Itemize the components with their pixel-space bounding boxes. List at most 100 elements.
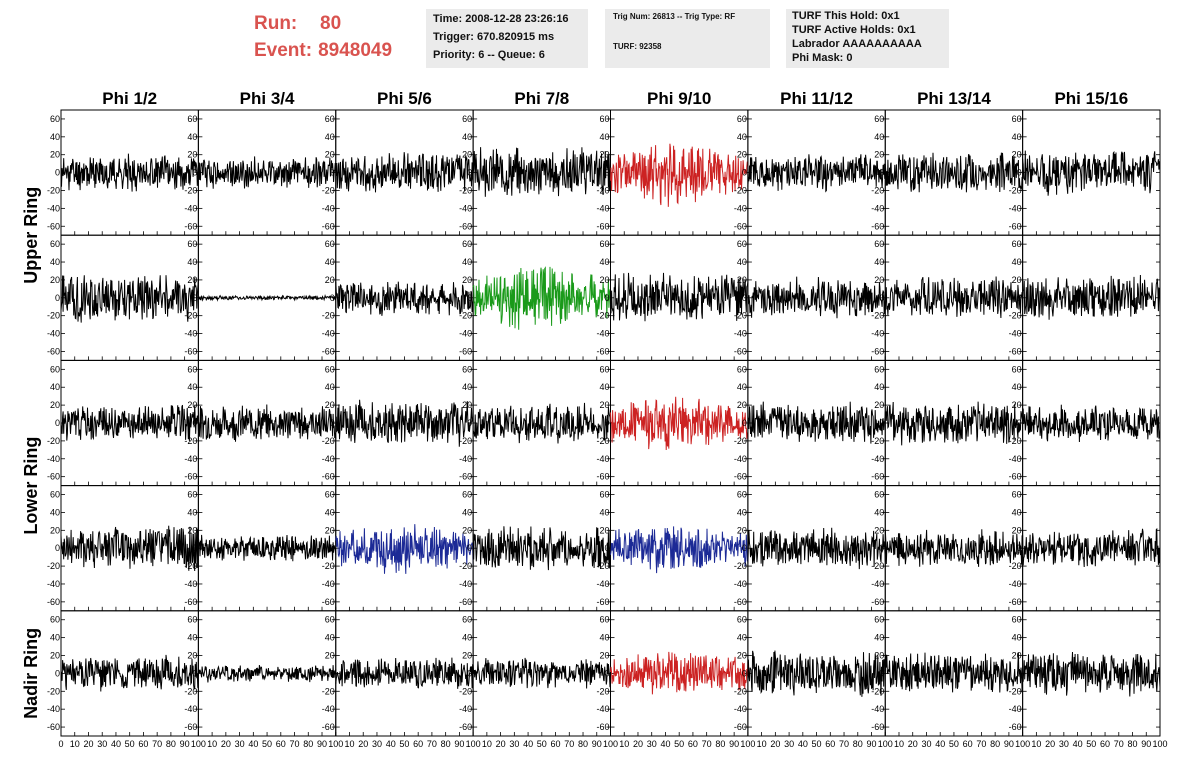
y-tick-label: 60 xyxy=(874,364,884,374)
y-tick-label: 60 xyxy=(1012,114,1022,124)
y-tick-label: 0 xyxy=(55,543,60,553)
y-tick-label: 20 xyxy=(325,525,335,535)
x-tick-label: 70 xyxy=(564,739,574,749)
y-tick-label: 0 xyxy=(604,668,609,678)
x-tick-label: 100 xyxy=(191,739,206,749)
y-tick-label: 0 xyxy=(742,543,747,553)
y-tick-label: -20 xyxy=(1009,311,1022,321)
y-tick-label: 60 xyxy=(325,114,335,124)
x-tick-label: 80 xyxy=(990,739,1000,749)
waveform-trace xyxy=(885,401,1024,446)
y-tick-label: 20 xyxy=(187,275,197,285)
y-tick-label: 20 xyxy=(462,400,472,410)
x-tick-label: 90 xyxy=(729,739,739,749)
x-tick-label: 90 xyxy=(867,739,877,749)
y-tick-label: -20 xyxy=(734,686,747,696)
y-tick-label: -60 xyxy=(322,221,335,231)
y-tick-label: 20 xyxy=(737,400,747,410)
y-tick-label: -60 xyxy=(459,597,472,607)
x-tick-label: 90 xyxy=(1141,739,1151,749)
trigger-text: Trigger: 670.820915 ms xyxy=(433,31,555,43)
y-tick-label: -60 xyxy=(871,722,884,732)
y-tick-label: -40 xyxy=(1009,704,1022,714)
y-tick-label: 40 xyxy=(599,507,609,517)
x-tick-label: 80 xyxy=(853,739,863,749)
y-tick-label: 0 xyxy=(192,668,197,678)
y-tick-label: -60 xyxy=(459,346,472,356)
y-tick-label: -60 xyxy=(459,221,472,231)
y-tick-label: 20 xyxy=(50,275,60,285)
y-tick-label: -60 xyxy=(1009,597,1022,607)
y-tick-label: 0 xyxy=(467,418,472,428)
x-tick-label: 90 xyxy=(317,739,327,749)
y-tick-label: -20 xyxy=(871,185,884,195)
y-tick-label: -40 xyxy=(322,704,335,714)
waveform-trace xyxy=(335,524,474,574)
y-tick-label: -60 xyxy=(184,472,197,482)
y-tick-label: -20 xyxy=(459,436,472,446)
y-tick-label: 20 xyxy=(737,275,747,285)
waveform-trace xyxy=(335,281,474,316)
column-header: Phi 13/14 xyxy=(917,89,991,108)
y-tick-label: 20 xyxy=(874,275,884,285)
y-tick-label: 0 xyxy=(1017,668,1022,678)
column-header: Phi 11/12 xyxy=(780,89,853,108)
y-tick-label: -20 xyxy=(322,311,335,321)
y-tick-label: -40 xyxy=(1009,329,1022,339)
y-tick-label: 60 xyxy=(737,364,747,374)
y-tick-label: 20 xyxy=(599,525,609,535)
x-tick-label: 70 xyxy=(839,739,849,749)
x-tick-label: 20 xyxy=(221,739,231,749)
x-tick-label: 10 xyxy=(1031,739,1041,749)
y-tick-label: -40 xyxy=(734,329,747,339)
y-tick-label: -40 xyxy=(184,329,197,339)
y-tick-label: -60 xyxy=(322,346,335,356)
y-tick-label: -60 xyxy=(184,221,197,231)
y-tick-label: -60 xyxy=(47,221,60,231)
y-tick-label: 40 xyxy=(874,132,884,142)
y-tick-label: -40 xyxy=(459,203,472,213)
y-tick-label: -40 xyxy=(322,579,335,589)
waveform-trace xyxy=(610,396,749,451)
y-tick-label: -40 xyxy=(596,329,609,339)
waveform-trace xyxy=(884,152,1024,193)
y-tick-label: 20 xyxy=(50,525,60,535)
y-tick-label: -40 xyxy=(47,704,60,714)
y-tick-label: 0 xyxy=(467,668,472,678)
y-tick-label: 0 xyxy=(330,668,335,678)
y-tick-label: 0 xyxy=(192,543,197,553)
y-tick-label: 20 xyxy=(1012,525,1022,535)
y-tick-label: 0 xyxy=(330,168,335,178)
y-tick-label: -60 xyxy=(184,346,197,356)
x-tick-label: 10 xyxy=(894,739,904,749)
x-tick-label: 20 xyxy=(908,739,918,749)
column-header: Phi 15/16 xyxy=(1054,89,1128,108)
y-tick-label: -20 xyxy=(184,185,197,195)
x-tick-label: 90 xyxy=(180,739,190,749)
x-tick-label: 50 xyxy=(949,739,959,749)
y-tick-label: -20 xyxy=(734,311,747,321)
y-tick-label: 60 xyxy=(325,239,335,249)
y-tick-label: 0 xyxy=(192,293,197,303)
x-tick-label: 70 xyxy=(1114,739,1124,749)
y-tick-label: 60 xyxy=(874,239,884,249)
column-header: Phi 7/8 xyxy=(514,89,569,108)
x-tick-label: 50 xyxy=(537,739,547,749)
y-tick-label: 20 xyxy=(599,150,609,160)
y-tick-label: -20 xyxy=(734,561,747,571)
waveform-trace xyxy=(197,404,337,442)
labrador-text: Labrador AAAAAAAAAA xyxy=(792,38,922,50)
y-tick-label: 40 xyxy=(50,132,60,142)
ring-label: Nadir Ring xyxy=(21,628,41,719)
priority-text: Priority: 6 -- Queue: 6 xyxy=(433,49,545,61)
y-tick-label: 20 xyxy=(1012,651,1022,661)
y-tick-label: 40 xyxy=(737,257,747,267)
y-tick-label: -40 xyxy=(596,454,609,464)
y-tick-label: -20 xyxy=(596,436,609,446)
y-tick-label: 60 xyxy=(599,239,609,249)
y-tick-label: -60 xyxy=(734,472,747,482)
waveform-trace xyxy=(747,276,886,319)
time-info-box: Time: 2008-12-28 23:26:16 Trigger: 670.8… xyxy=(426,9,588,68)
x-tick-label: 20 xyxy=(358,739,368,749)
y-tick-label: 20 xyxy=(737,150,747,160)
